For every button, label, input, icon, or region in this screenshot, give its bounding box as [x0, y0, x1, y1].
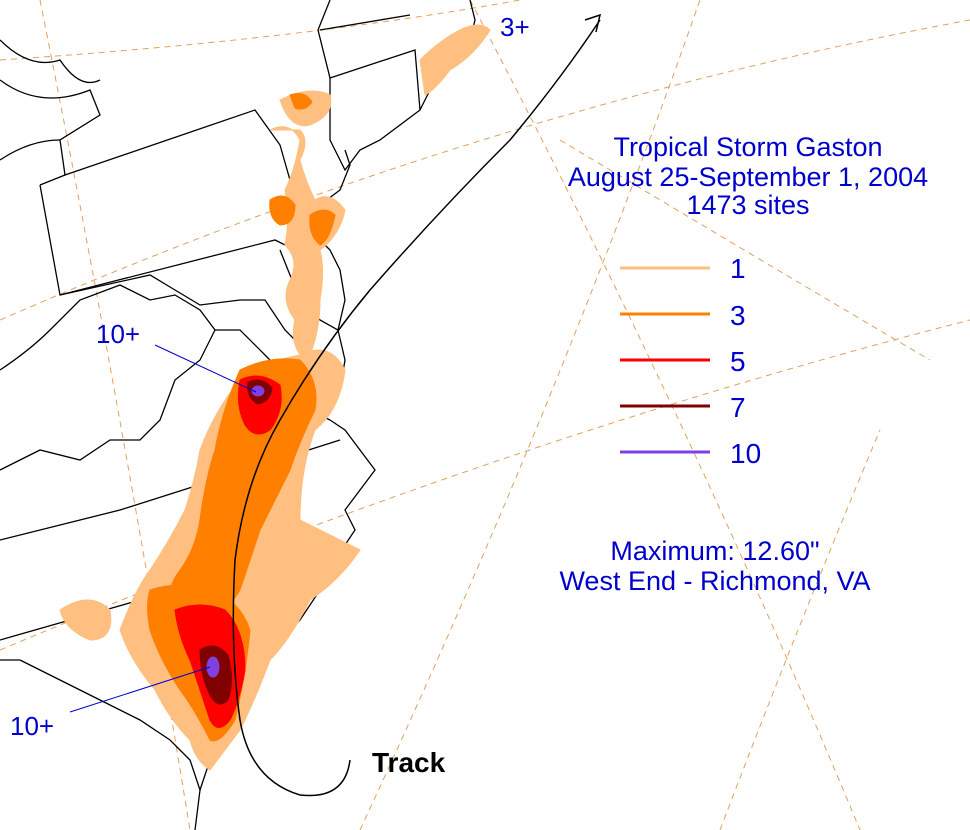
grid-line: [719, 429, 881, 830]
legend-label-5: 5: [730, 346, 746, 377]
new-england-border: [319, 14, 411, 31]
new-england-border: [329, 49, 421, 111]
legend-label-3: 3: [730, 300, 746, 331]
contour-band-3: [269, 195, 296, 226]
contour-band-1: [269, 126, 346, 356]
legend: 1 3 5 7 10: [620, 253, 761, 469]
grid-line: [0, 0, 521, 61]
callout-label-new-england: 3+: [500, 12, 530, 42]
storm-track-line: [232, 19, 601, 797]
contour-band-3: [289, 93, 313, 110]
title-line-3: 1473 sites: [686, 190, 809, 220]
contour-band-10: [251, 385, 265, 397]
contour-band-10: [206, 656, 220, 678]
contour-band-1: [59, 599, 112, 641]
callout-label-virginia: 10+: [96, 319, 140, 349]
track-label: Track: [372, 747, 446, 778]
maximum-location: West End - Richmond, VA: [559, 566, 870, 596]
grid-line: [0, 19, 970, 321]
pa-outline: [39, 174, 311, 296]
legend-label-1: 1: [730, 253, 746, 284]
lake-shore: [0, 39, 101, 161]
callout-leader-south-carolina: [69, 666, 211, 713]
grid-line: [559, 139, 931, 361]
contour-band-3: [309, 209, 336, 246]
title-line-2: August 25-September 1, 2004: [568, 162, 928, 192]
grid-line: [359, 0, 701, 830]
sc-outline: [19, 659, 201, 830]
legend-label-7: 7: [730, 392, 746, 423]
wv-outline: [0, 284, 216, 471]
track-arrowhead: [584, 13, 602, 33]
callout-leader-virginia: [154, 344, 257, 393]
contour-band-1: [419, 24, 491, 96]
legend-label-10: 10: [730, 438, 761, 469]
maximum-label: Maximum: 12.60": [610, 536, 819, 566]
title-line-1: Tropical Storm Gaston: [613, 132, 882, 162]
md-border: [59, 274, 301, 346]
state-borders: [0, 0, 476, 830]
callout-label-south-carolina: 10+: [10, 711, 54, 741]
new-england-outline: [317, 0, 476, 172]
contour-10in: [206, 385, 265, 678]
grid-line: [469, 0, 861, 830]
